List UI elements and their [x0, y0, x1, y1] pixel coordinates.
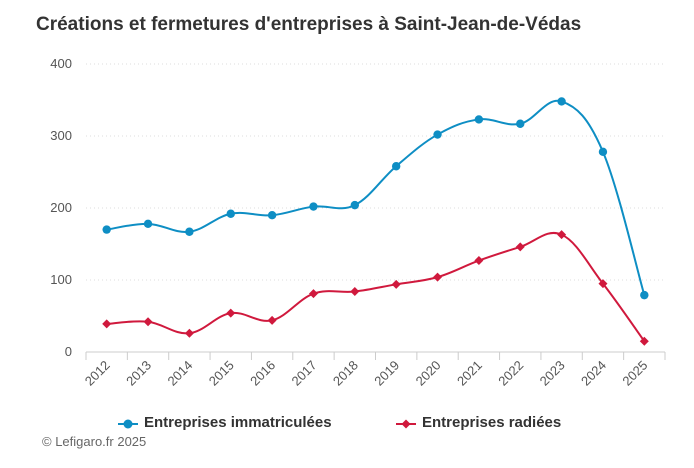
- circle-marker-icon: [118, 417, 138, 429]
- x-tick-label: 2019: [371, 358, 402, 389]
- legend-label: Entreprises immatriculées: [144, 414, 332, 431]
- data-point: [474, 115, 484, 124]
- data-point: [433, 130, 442, 139]
- data-point: [474, 256, 484, 266]
- data-point: [516, 119, 525, 128]
- x-tick-label: 2017: [289, 358, 320, 389]
- series-lines: [102, 97, 649, 346]
- x-tick-label: 2024: [578, 358, 609, 389]
- data-point: [350, 287, 360, 297]
- data-point: [557, 97, 566, 106]
- data-point: [143, 317, 153, 327]
- legend-item-radiees[interactable]: Entreprises radiées: [396, 414, 561, 431]
- data-point: [391, 279, 401, 289]
- data-point: [309, 202, 318, 211]
- data-point: [598, 279, 608, 289]
- diamond-marker-icon: [396, 417, 416, 429]
- data-point: [184, 328, 194, 338]
- series-line-1: [106, 232, 646, 342]
- data-point: [515, 242, 525, 252]
- data-point: [226, 308, 236, 318]
- credit-text: © Lefigaro.fr 2025: [42, 434, 147, 449]
- x-tick-label: 2014: [164, 358, 195, 389]
- data-point: [557, 230, 567, 240]
- y-tick-label: 300: [50, 128, 72, 143]
- x-tick-label: 2012: [82, 358, 113, 389]
- data-point: [598, 147, 608, 157]
- y-tick-label: 200: [50, 200, 72, 215]
- data-point: [102, 225, 111, 234]
- x-tick-label: 2020: [413, 358, 444, 389]
- data-point: [102, 319, 112, 329]
- data-point: [226, 209, 235, 218]
- y-axis-ticks: 0 100 200 300 400: [50, 56, 72, 359]
- x-tick-label: 2013: [123, 358, 154, 389]
- data-point: [350, 200, 360, 210]
- x-tick-label: 2021: [454, 358, 485, 389]
- x-axis: 2012 2013 2014 2015 2016 2017 2018 2019 2020 2021…: [82, 351, 666, 389]
- data-point: [185, 227, 194, 236]
- y-tick-label: 100: [50, 272, 72, 287]
- grid-lines: [86, 63, 665, 281]
- chart-title: Créations et fermetures d'entreprises à …: [36, 14, 582, 35]
- data-point: [308, 289, 318, 299]
- y-tick-label: 0: [65, 344, 72, 359]
- x-tick-label: 2022: [495, 358, 526, 389]
- legend-item-immatriculees[interactable]: Entreprises immatriculées: [118, 414, 332, 431]
- legend: Entreprises immatriculées Entreprises ra…: [0, 414, 694, 436]
- data-point: [391, 162, 401, 171]
- data-point: [267, 211, 277, 220]
- x-tick-label: 2025: [619, 358, 650, 389]
- x-tick-label: 2015: [206, 358, 237, 389]
- y-tick-label: 400: [50, 56, 72, 71]
- series-line-0: [106, 99, 646, 296]
- data-point: [640, 290, 649, 300]
- data-point: [267, 315, 277, 325]
- data-point: [433, 272, 443, 282]
- x-tick-label: 2018: [330, 358, 361, 389]
- legend-label: Entreprises radiées: [422, 414, 562, 431]
- x-tick-label: 2016: [247, 358, 278, 389]
- data-point: [639, 336, 649, 346]
- data-point: [143, 219, 153, 229]
- x-tick-label: 2023: [537, 358, 568, 389]
